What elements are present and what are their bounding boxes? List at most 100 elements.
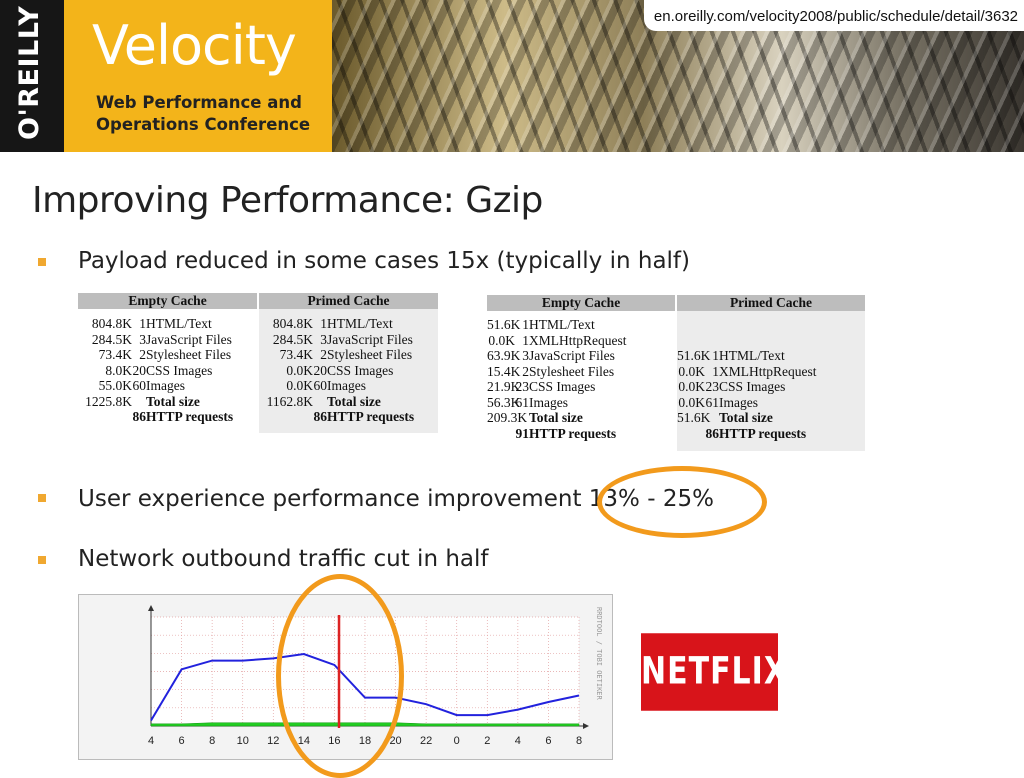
table-row: 63.9K 3JavaScript Files — [487, 348, 615, 363]
row-size: 63.9K — [487, 348, 521, 363]
table-row: 284.5K 3JavaScript Files — [78, 332, 232, 347]
row-label: CSS Images — [327, 362, 394, 378]
source-url[interactable]: en.oreilly.com/velocity2008/public/sched… — [643, 0, 1024, 31]
table-row: 0.0K 1XMLHttpRequest — [677, 363, 817, 379]
row-label: Images — [146, 378, 185, 393]
row-size: 0.0K — [488, 332, 515, 348]
row-size: 15.4K — [487, 363, 521, 379]
oreilly-logo: O'REILLY — [14, 5, 45, 140]
row-label: Stylesheet Files — [327, 347, 413, 362]
velocity-logo: Velocity Web Performance and Operations … — [64, 0, 332, 152]
row-label: HTTP requests — [146, 409, 234, 424]
table-row: 284.5K 3JavaScript Files — [259, 332, 413, 347]
row-count: 1 — [712, 348, 719, 363]
row-count: 23 — [705, 379, 720, 394]
row-size: 1162.8K — [266, 393, 313, 409]
table-column-empty: 804.8K 1HTML/Text 284.5K 3JavaScript Files 7… — [78, 309, 257, 433]
row-size: 56.3K — [487, 394, 521, 410]
x-tick-label: 0 — [454, 735, 460, 747]
bullet-network-traffic: Network outbound traffic cut in half — [78, 546, 489, 572]
row-label: Images — [719, 394, 758, 410]
x-tick-label: 18 — [359, 735, 371, 747]
row-label: JavaScript Files — [146, 331, 232, 347]
row-size: 0.0K — [286, 362, 313, 378]
traffic-graph: 4 6 8 10 12 14 16 18 20 22 0 2 4 6 8 RRDTOOL / TOBI OET… — [148, 605, 603, 747]
row-count: 86 — [313, 409, 328, 424]
bullet-user-experience: User experience performance improvement … — [78, 486, 714, 512]
row-count: 1 — [139, 316, 146, 331]
row-label: Images — [529, 394, 568, 410]
row-size: 0.0K — [286, 378, 313, 393]
rrdtool-side-label: RRDTOOL / TOBI OETIKER — [595, 607, 603, 701]
table-column-primed: 804.8K 1HTML/Text 284.5K 3JavaScript Files 7… — [259, 309, 438, 433]
conference-banner: O'REILLY Velocity Web Performance and Op… — [0, 0, 1024, 152]
x-tick-label: 2 — [484, 735, 490, 747]
row-label: HTML/Text — [719, 348, 785, 363]
row-label: JavaScript Files — [529, 348, 615, 363]
row-count: 1 — [522, 332, 529, 348]
series-traffic-line — [150, 653, 580, 722]
row-count: 2 — [139, 347, 146, 362]
table-row: 51.6K 1HTML/Text — [487, 317, 595, 332]
row-label: CSS Images — [146, 362, 213, 378]
row-label: HTML/Text — [529, 317, 595, 332]
payload-table-before: Empty Cache 804.8K 1HTML/Text 284.5K 3JavaSc… — [78, 293, 439, 433]
row-label: XMLHttpRequest — [529, 332, 627, 348]
row-label: Images — [327, 378, 366, 393]
row-label: Total size — [719, 410, 773, 425]
row-label: Total size — [529, 410, 583, 425]
row-label: Total size — [146, 393, 200, 409]
table-row: 56.3K61Images — [487, 395, 568, 410]
x-axis-arrow — [583, 723, 589, 729]
row-label: Total size — [327, 393, 381, 409]
row-size: 0.0K — [678, 363, 705, 379]
row-count: 1 — [320, 316, 327, 331]
row-count: 86 — [705, 425, 720, 441]
x-tick-label: 16 — [328, 735, 340, 747]
x-tick-label: 10 — [237, 735, 249, 747]
slide-title: Improving Performance: Gzip — [32, 180, 543, 221]
row-label: HTML/Text — [327, 316, 393, 331]
velocity-title: Velocity — [92, 14, 297, 77]
table-row: 0.0K61Images — [677, 395, 758, 410]
table-row: 0.0K60Images — [259, 378, 366, 393]
x-tick-label: 6 — [545, 735, 551, 747]
row-count: 20 — [313, 362, 328, 378]
table-row: 804.8K 1HTML/Text — [259, 316, 393, 331]
x-tick-label: 6 — [179, 735, 185, 747]
row-size: 0.0K — [678, 394, 705, 410]
table-row: 55.0K60Images — [78, 378, 185, 393]
row-count: 60 — [132, 378, 147, 393]
row-count: 61 — [705, 394, 720, 410]
row-count: 3 — [522, 348, 529, 363]
table-row: 804.8K 1HTML/Text — [78, 316, 212, 331]
oreilly-logo-bar: O'REILLY — [0, 0, 64, 152]
row-count: 1 — [522, 317, 529, 332]
x-tick-label: 14 — [298, 735, 310, 747]
row-size: 51.6K — [677, 348, 711, 363]
series-baseline-area — [150, 722, 580, 727]
bullet-marker — [38, 258, 46, 266]
row-label: HTTP requests — [327, 409, 415, 424]
row-count: 20 — [132, 362, 147, 378]
row-size: 73.4K — [279, 347, 313, 362]
row-count: 86 — [132, 409, 147, 424]
row-count: 1 — [712, 363, 719, 379]
row-count: 2 — [522, 363, 529, 379]
row-label: Stylesheet Files — [146, 347, 232, 362]
x-tick-label: 4 — [515, 735, 521, 747]
table-row: 73.4K 2Stylesheet Files — [259, 347, 413, 362]
velocity-subtitle-line2: Operations Conference — [96, 115, 311, 134]
row-label: JavaScript Files — [327, 331, 413, 347]
table-row: 86HTTP requests — [259, 409, 415, 424]
table-row: 0.0K 1XMLHttpRequest — [487, 332, 627, 348]
row-count: 23 — [515, 379, 530, 394]
row-count: 3 — [139, 331, 146, 347]
table-header-primed: Primed Cache — [677, 295, 865, 311]
row-count: 61 — [515, 394, 530, 410]
table-row: 73.4K 2Stylesheet Files — [78, 347, 232, 362]
x-tick-label: 8 — [209, 735, 215, 747]
table-row: 21.9K23CSS Images — [487, 379, 595, 394]
row-label: XMLHttpRequest — [719, 363, 817, 379]
row-label: Stylesheet Files — [529, 363, 615, 379]
